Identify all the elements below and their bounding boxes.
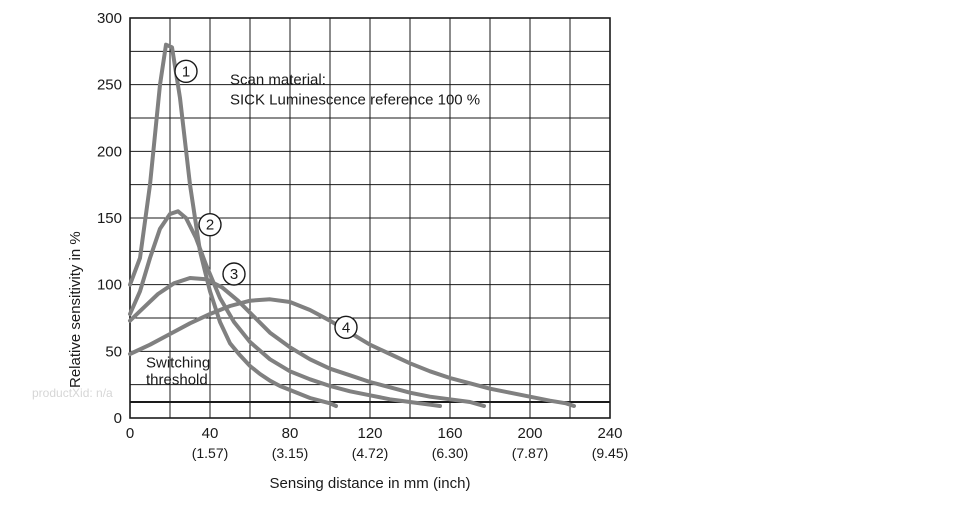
curve-marker-label-1: 1 [182, 63, 190, 80]
y-tick-label: 100 [97, 277, 122, 294]
x-tick-label: 120 [357, 425, 382, 442]
x-tick-label: 0 [126, 425, 134, 442]
x-tick-sublabel: (3.15) [272, 445, 309, 461]
y-tick-label: 200 [97, 143, 122, 160]
y-tick-label: 250 [97, 77, 122, 94]
x-tick-label: 240 [597, 425, 622, 442]
x-tick-sublabel: (7.87) [512, 445, 549, 461]
annotation-line-2: SICK Luminescence reference 100 % [230, 92, 480, 109]
sensitivity-chart: 1234040(1.57)80(3.15)120(4.72)160(6.30)2… [0, 0, 970, 520]
x-tick-label: 80 [282, 425, 299, 442]
x-axis-title: Sensing distance in mm (inch) [270, 475, 471, 492]
x-tick-sublabel: (1.57) [192, 445, 229, 461]
x-tick-label: 160 [437, 425, 462, 442]
y-tick-label: 0 [114, 410, 122, 427]
x-tick-sublabel: (4.72) [352, 445, 389, 461]
y-tick-label: 150 [97, 210, 122, 227]
x-tick-sublabel: (9.45) [592, 445, 629, 461]
curve-marker-label-2: 2 [206, 217, 214, 234]
chart-container: 1234040(1.57)80(3.15)120(4.72)160(6.30)2… [0, 0, 970, 520]
x-tick-label: 200 [517, 425, 542, 442]
annotation-line-1: Scan material: [230, 72, 326, 89]
x-tick-label: 40 [202, 425, 219, 442]
x-tick-sublabel: (6.30) [432, 445, 469, 461]
y-tick-label: 50 [105, 343, 122, 360]
threshold-label-1: Switching [146, 354, 210, 371]
threshold-label-2: threshold [146, 372, 208, 389]
curve-marker-label-4: 4 [342, 319, 350, 336]
chart-bg [0, 0, 970, 520]
y-axis-title: Relative sensitivity in % [67, 231, 84, 388]
curve-marker-label-3: 3 [230, 266, 238, 283]
y-tick-label: 300 [97, 10, 122, 27]
